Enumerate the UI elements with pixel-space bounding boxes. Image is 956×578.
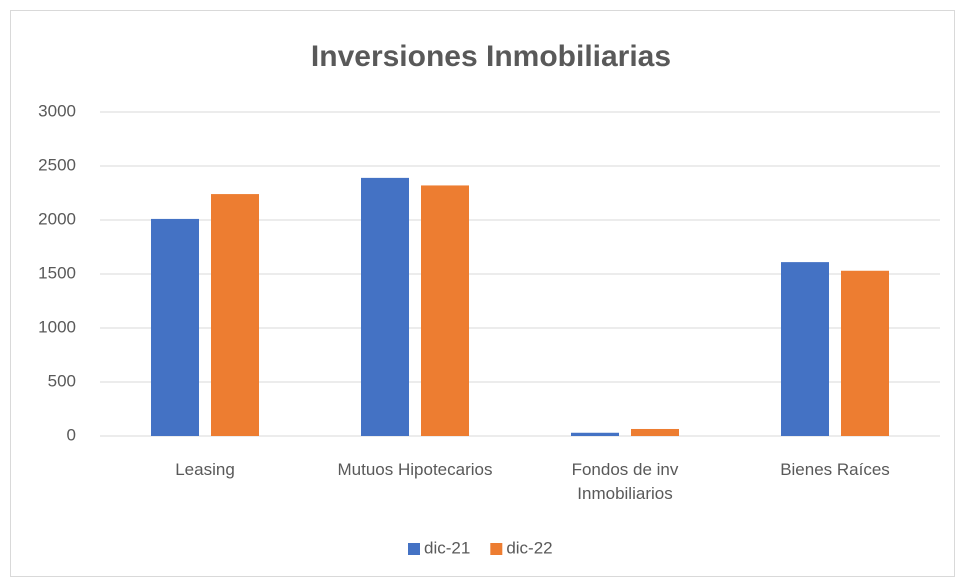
bar [211, 194, 259, 436]
y-tick-label: 1500 [38, 263, 76, 282]
bar [421, 185, 469, 436]
y-tick-label: 1000 [38, 317, 76, 336]
y-tick-label: 0 [67, 425, 76, 444]
x-tick-label: Mutuos Hipotecarios [337, 460, 493, 479]
x-tick-label: Bienes Raíces [780, 460, 890, 479]
bar [151, 218, 199, 436]
chart-title: Inversiones Inmobiliarias [311, 40, 671, 73]
y-tick-label: 2000 [38, 209, 76, 228]
legend-swatch [490, 543, 503, 555]
bar [781, 262, 829, 436]
legend-swatch [408, 543, 420, 555]
legend-label: dic-22 [506, 538, 552, 557]
y-tick-label: 3000 [38, 101, 76, 120]
bar [571, 432, 619, 436]
y-tick-label: 500 [48, 371, 76, 390]
bar [841, 270, 889, 436]
bar [631, 428, 679, 436]
legend-label: dic-21 [424, 538, 470, 557]
x-tick-label: Leasing [175, 460, 235, 479]
bar [361, 177, 409, 436]
y-tick-label: 2500 [38, 155, 76, 174]
x-tick-label: Fondos de inv Inmobiliarios [571, 460, 679, 503]
